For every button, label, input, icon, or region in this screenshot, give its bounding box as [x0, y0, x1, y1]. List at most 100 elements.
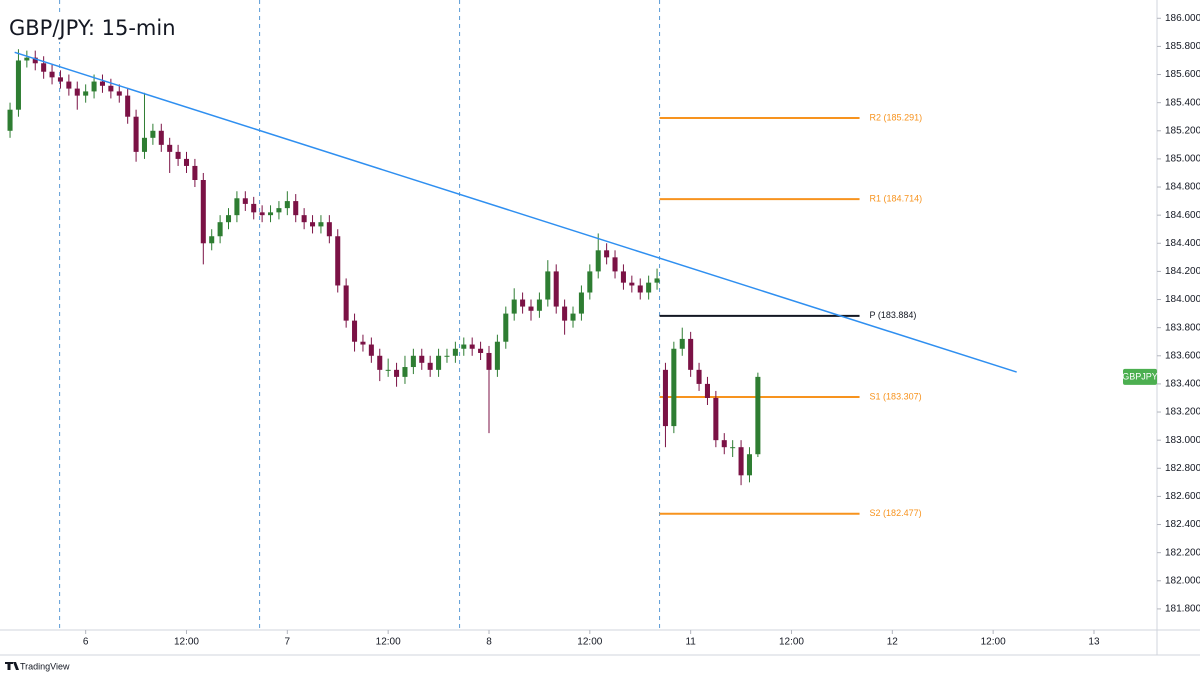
y-tick-label: 183.600: [1165, 350, 1200, 361]
title-background: [8, 16, 150, 42]
x-tick-label: 13: [1088, 637, 1100, 648]
candle-body: [234, 198, 240, 216]
candle-body: [225, 215, 232, 223]
candle-body: [15, 60, 21, 110]
candle-body: [158, 130, 164, 145]
y-tick-label: 184.000: [1165, 294, 1200, 305]
candle-body: [654, 278, 660, 283]
candle-body: [486, 352, 492, 370]
candle-body: [125, 95, 131, 117]
candle-body: [587, 271, 593, 293]
candle-body: [402, 367, 408, 377]
y-tick-label: 182.800: [1165, 463, 1200, 474]
candle-body: [696, 369, 702, 384]
logo-mark: [5, 662, 19, 670]
y-tick-label: 183.400: [1165, 379, 1200, 390]
candle-body: [444, 355, 450, 357]
candle-body: [629, 282, 635, 286]
candle-body: [209, 236, 215, 244]
y-tick-label: 185.400: [1165, 97, 1200, 108]
plot-layer: 181.800 182.000 182.200 182.400 182.600 182.8…: [7, 0, 1200, 648]
x-tick-label: 12: [887, 637, 899, 648]
x-tick-label: 12:00: [376, 637, 401, 648]
x-tick-label: 12:00: [981, 637, 1006, 648]
candle-body: [49, 71, 55, 78]
candle-body: [520, 299, 526, 307]
candle-body: [352, 320, 358, 342]
candle-body: [83, 91, 89, 96]
y-tick-label: 183.000: [1165, 435, 1200, 446]
candle-body: [192, 165, 198, 180]
y-tick-label: 185.200: [1165, 125, 1200, 136]
candle-body: [570, 313, 576, 321]
candle-body: [436, 355, 442, 370]
pivot-label: S1 (183.307): [870, 391, 922, 401]
candle-body: [536, 299, 542, 311]
candle-body: [721, 440, 727, 448]
pivot-label: R2 (185.291): [870, 112, 923, 122]
candle-body: [167, 144, 173, 152]
y-tick-label: 185.000: [1165, 154, 1200, 165]
candle-body: [41, 63, 47, 72]
y-tick-label: 185.800: [1165, 41, 1200, 52]
candle-body: [343, 285, 349, 321]
candle-body: [394, 369, 400, 377]
candle-body: [32, 57, 38, 64]
candle-body: [242, 198, 248, 204]
candle-body: [511, 299, 517, 314]
y-tick-label: 181.800: [1165, 604, 1200, 615]
candle-body: [604, 250, 610, 258]
candle-body: [713, 397, 719, 441]
candle-body: [368, 344, 374, 356]
candle-body: [646, 282, 652, 293]
chart-title: GBP/JPY: 15-min: [9, 16, 176, 40]
candle-body: [200, 180, 206, 244]
candle-body: [183, 158, 190, 166]
candle-body: [7, 109, 13, 131]
x-tick-label: 7: [285, 637, 291, 648]
candle-body: [452, 348, 458, 356]
candle-body: [175, 151, 181, 159]
symbol-label: GBPJPY: [1122, 371, 1158, 381]
x-tick-label: 6: [83, 637, 89, 648]
candle-body: [494, 341, 500, 370]
x-tick-label: 12:00: [779, 637, 804, 648]
candle-body: [284, 201, 290, 209]
pivot-label: P (183.884): [870, 310, 917, 320]
y-tick-label: 182.000: [1165, 575, 1200, 586]
candle-body: [141, 137, 148, 152]
candle-body: [318, 222, 324, 227]
y-tick-label: 182.200: [1165, 547, 1200, 558]
candle-body: [679, 338, 685, 349]
candle-body: [385, 369, 391, 371]
candle-body: [293, 201, 299, 216]
candle-body: [427, 362, 433, 370]
candle-body: [91, 81, 97, 92]
candle-body: [335, 236, 341, 286]
y-tick-label: 186.000: [1165, 13, 1200, 24]
source-label: TradingView: [20, 661, 70, 671]
candle-body: [410, 355, 416, 368]
y-tick-label: 183.200: [1165, 407, 1200, 418]
candle-body: [671, 348, 677, 427]
candle-body: [301, 215, 307, 223]
candle-body: [704, 383, 710, 398]
candle-body: [24, 57, 30, 61]
y-tick-label: 184.600: [1165, 210, 1200, 221]
x-tick-label: 11: [685, 637, 696, 648]
trendline: [14, 51, 1017, 373]
y-tick-label: 182.400: [1165, 519, 1200, 530]
x-tick-label: 12:00: [577, 637, 602, 648]
candle-body: [150, 130, 156, 138]
candle-body: [276, 208, 282, 213]
candle-body: [360, 341, 366, 345]
tradingview-logo: TradingView: [5, 661, 70, 671]
candle-body: [133, 116, 139, 152]
candle-body: [553, 271, 559, 307]
candle-body: [528, 306, 534, 311]
candle-body: [377, 355, 383, 370]
candle-body: [478, 348, 484, 353]
y-tick-label: 184.400: [1165, 238, 1200, 249]
candle-body: [738, 447, 744, 476]
